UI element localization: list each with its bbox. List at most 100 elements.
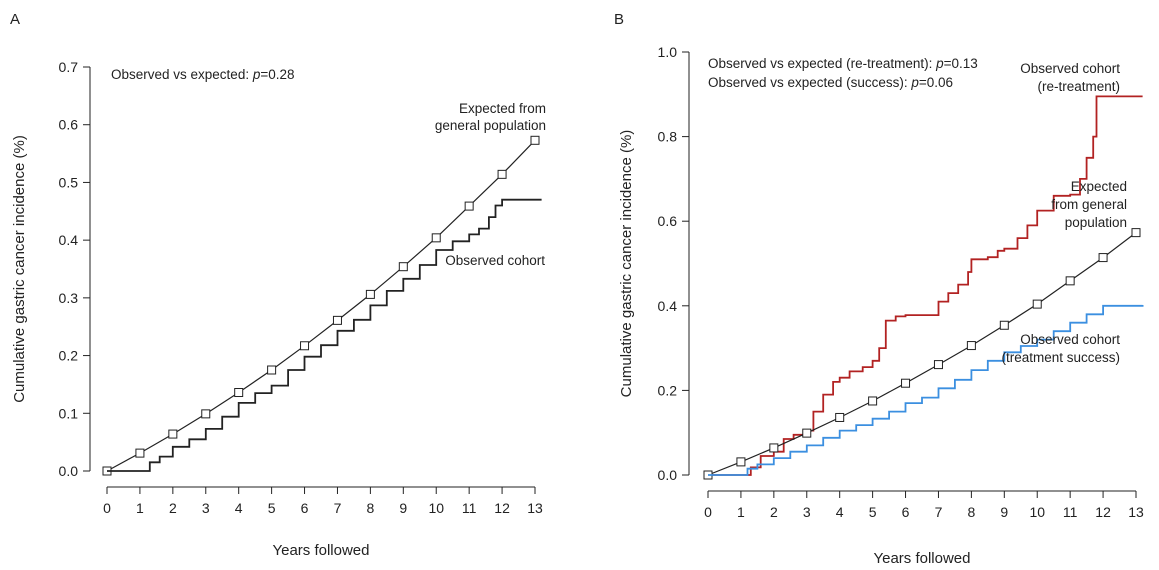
- square-marker: [999, 320, 1009, 330]
- x-tick-label: 9: [399, 500, 407, 516]
- x-tick-label: 13: [527, 500, 543, 516]
- x-tick-label: 7: [334, 500, 342, 516]
- y-tick-label: 0.8: [658, 129, 678, 145]
- x-tick-label: 6: [902, 504, 910, 520]
- square-marker: [497, 169, 507, 179]
- panel-label: B: [614, 11, 624, 28]
- square-marker: [398, 262, 408, 272]
- square-marker: [802, 428, 812, 438]
- x-tick-label: 1: [136, 500, 144, 516]
- square-marker: [332, 315, 342, 325]
- y-tick-label: 0.4: [59, 232, 79, 248]
- annotation-value: =0.13: [944, 56, 978, 71]
- x-tick-label: 7: [935, 504, 943, 520]
- series-label: Observed cohort (treatment success): [1001, 332, 1120, 365]
- x-tick-label: 3: [803, 504, 811, 520]
- x-axis-title: Years followed: [873, 550, 970, 567]
- y-tick-label: 0.2: [59, 348, 79, 364]
- square-marker: [234, 388, 244, 398]
- annotation-p-symbol: p: [252, 67, 261, 82]
- square-marker: [1032, 299, 1042, 309]
- square-marker: [267, 365, 277, 375]
- x-tick-label: 6: [301, 500, 309, 516]
- x-tick-label: 13: [1128, 504, 1144, 520]
- square-marker: [769, 443, 779, 453]
- p-value-annotation: Observed vs expected (re-treatment): p=0…: [708, 56, 978, 71]
- expected-series-line: [106, 139, 536, 472]
- y-tick-label: 0.2: [658, 382, 678, 398]
- square-marker: [736, 457, 746, 467]
- series-label-line: Observed cohort: [445, 253, 545, 268]
- series-label-line: general population: [435, 118, 546, 133]
- square-marker: [464, 201, 474, 211]
- y-tick-label: 0.3: [59, 290, 79, 306]
- square-marker: [431, 233, 441, 243]
- x-tick-label: 1: [737, 504, 745, 520]
- x-tick-label: 12: [1095, 504, 1111, 520]
- series-label-line: population: [1065, 215, 1127, 230]
- annotation-p-symbol: p: [935, 56, 944, 71]
- x-tick-label: 8: [967, 504, 975, 520]
- x-tick-label: 11: [1063, 504, 1078, 520]
- square-marker: [835, 412, 845, 422]
- x-tick-label: 11: [462, 500, 477, 516]
- annotation-prefix: Observed vs expected (re-treatment):: [708, 56, 936, 71]
- series-label: Expected from general population: [1051, 179, 1127, 230]
- expected-series-line: [707, 232, 1137, 476]
- p-value-annotation: Observed vs expected (success): p=0.06: [708, 75, 953, 90]
- panel-label: A: [10, 11, 20, 28]
- annotation-value: =0.28: [260, 67, 294, 82]
- x-tick-label: 12: [494, 500, 510, 516]
- panel-a: A0.00.10.20.30.40.50.60.70 1 2 3 4 5 6 7 8 9 10 11 1…: [10, 11, 546, 559]
- square-marker: [201, 409, 211, 419]
- x-tick-label: 0: [704, 504, 712, 520]
- series-label: Observed cohort (re-treatment): [1020, 61, 1120, 94]
- step-series-line: [107, 198, 542, 472]
- x-tick-label: 4: [235, 500, 243, 516]
- series-label-line: Expected from: [459, 101, 546, 116]
- x-tick-label: 10: [428, 500, 444, 516]
- square-marker: [966, 341, 976, 351]
- p-value-annotation: Observed vs expected: p=0.28: [111, 67, 295, 82]
- y-tick-label: 1.0: [658, 44, 678, 60]
- annotation-p-symbol: p: [910, 75, 919, 90]
- y-tick-label: 0.1: [59, 405, 79, 421]
- square-marker: [901, 378, 911, 388]
- x-tick-label: 10: [1029, 504, 1045, 520]
- series-label-line: (re-treatment): [1037, 79, 1120, 94]
- square-marker: [1131, 228, 1141, 238]
- x-tick-label: 4: [836, 504, 844, 520]
- series-label-line: Observed cohort: [1020, 61, 1120, 76]
- x-tick-label: 8: [366, 500, 374, 516]
- square-marker: [1098, 253, 1108, 263]
- series-label-line: (treatment success): [1001, 350, 1120, 365]
- y-axis-title: Cumulative gastric cancer incidence (%): [618, 130, 635, 398]
- x-tick-label: 9: [1000, 504, 1008, 520]
- y-axis-title: Cumulative gastric cancer incidence (%): [11, 135, 28, 403]
- x-tick-label: 5: [268, 500, 276, 516]
- y-tick-label: 0.7: [59, 59, 79, 75]
- x-tick-label: 2: [770, 504, 778, 520]
- series-label-line: from general: [1051, 197, 1127, 212]
- x-axis-title: Years followed: [272, 542, 369, 559]
- panel-b: B0.00.20.40.60.81.00 1 2 3 4 5 6 7 8 9 10 11 12 13Yea…: [614, 11, 1144, 567]
- y-tick-label: 0.0: [59, 463, 79, 479]
- annotation-prefix: Observed vs expected (success):: [708, 75, 911, 90]
- square-marker: [1065, 276, 1075, 286]
- series-label: Expected from general population: [435, 101, 546, 133]
- square-marker: [530, 135, 540, 145]
- square-marker: [135, 448, 145, 458]
- square-marker: [300, 341, 310, 351]
- square-marker: [933, 360, 943, 370]
- y-tick-label: 0.4: [658, 298, 678, 314]
- y-tick-label: 0.5: [59, 174, 79, 190]
- annotation-prefix: Observed vs expected:: [111, 67, 253, 82]
- square-marker: [868, 396, 878, 406]
- y-tick-label: 0.0: [658, 467, 678, 483]
- x-tick-label: 3: [202, 500, 210, 516]
- annotation-value: =0.06: [919, 75, 953, 90]
- x-tick-label: 2: [169, 500, 177, 516]
- series-label-line: Observed cohort: [1020, 332, 1120, 347]
- series-label: Observed cohort: [445, 253, 545, 268]
